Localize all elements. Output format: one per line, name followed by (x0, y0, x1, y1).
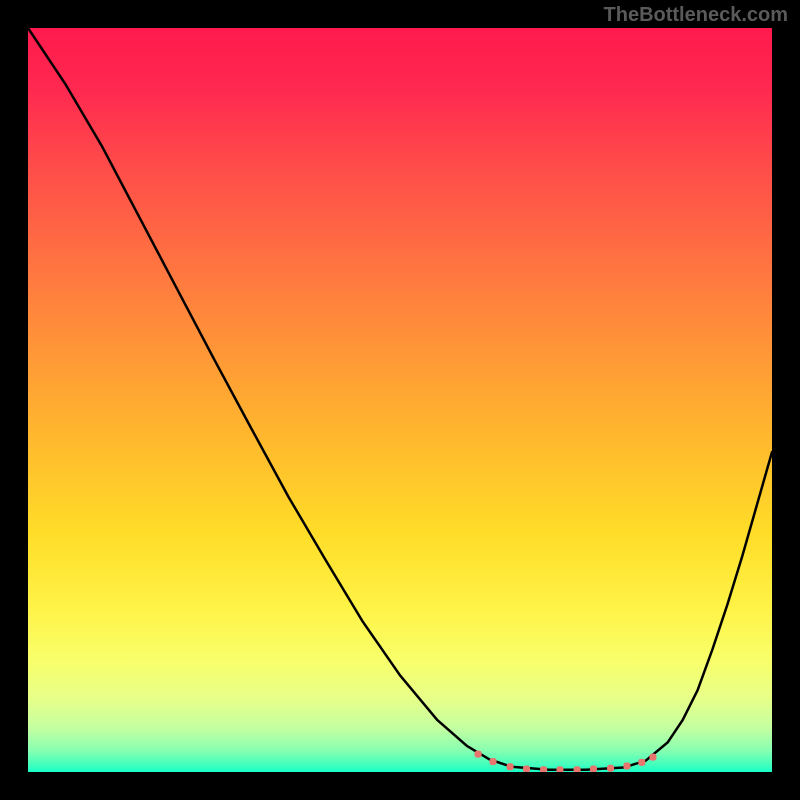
chart-plot-area (28, 28, 772, 772)
bottleneck-curve (28, 28, 772, 772)
watermark-text: TheBottleneck.com (604, 4, 788, 27)
